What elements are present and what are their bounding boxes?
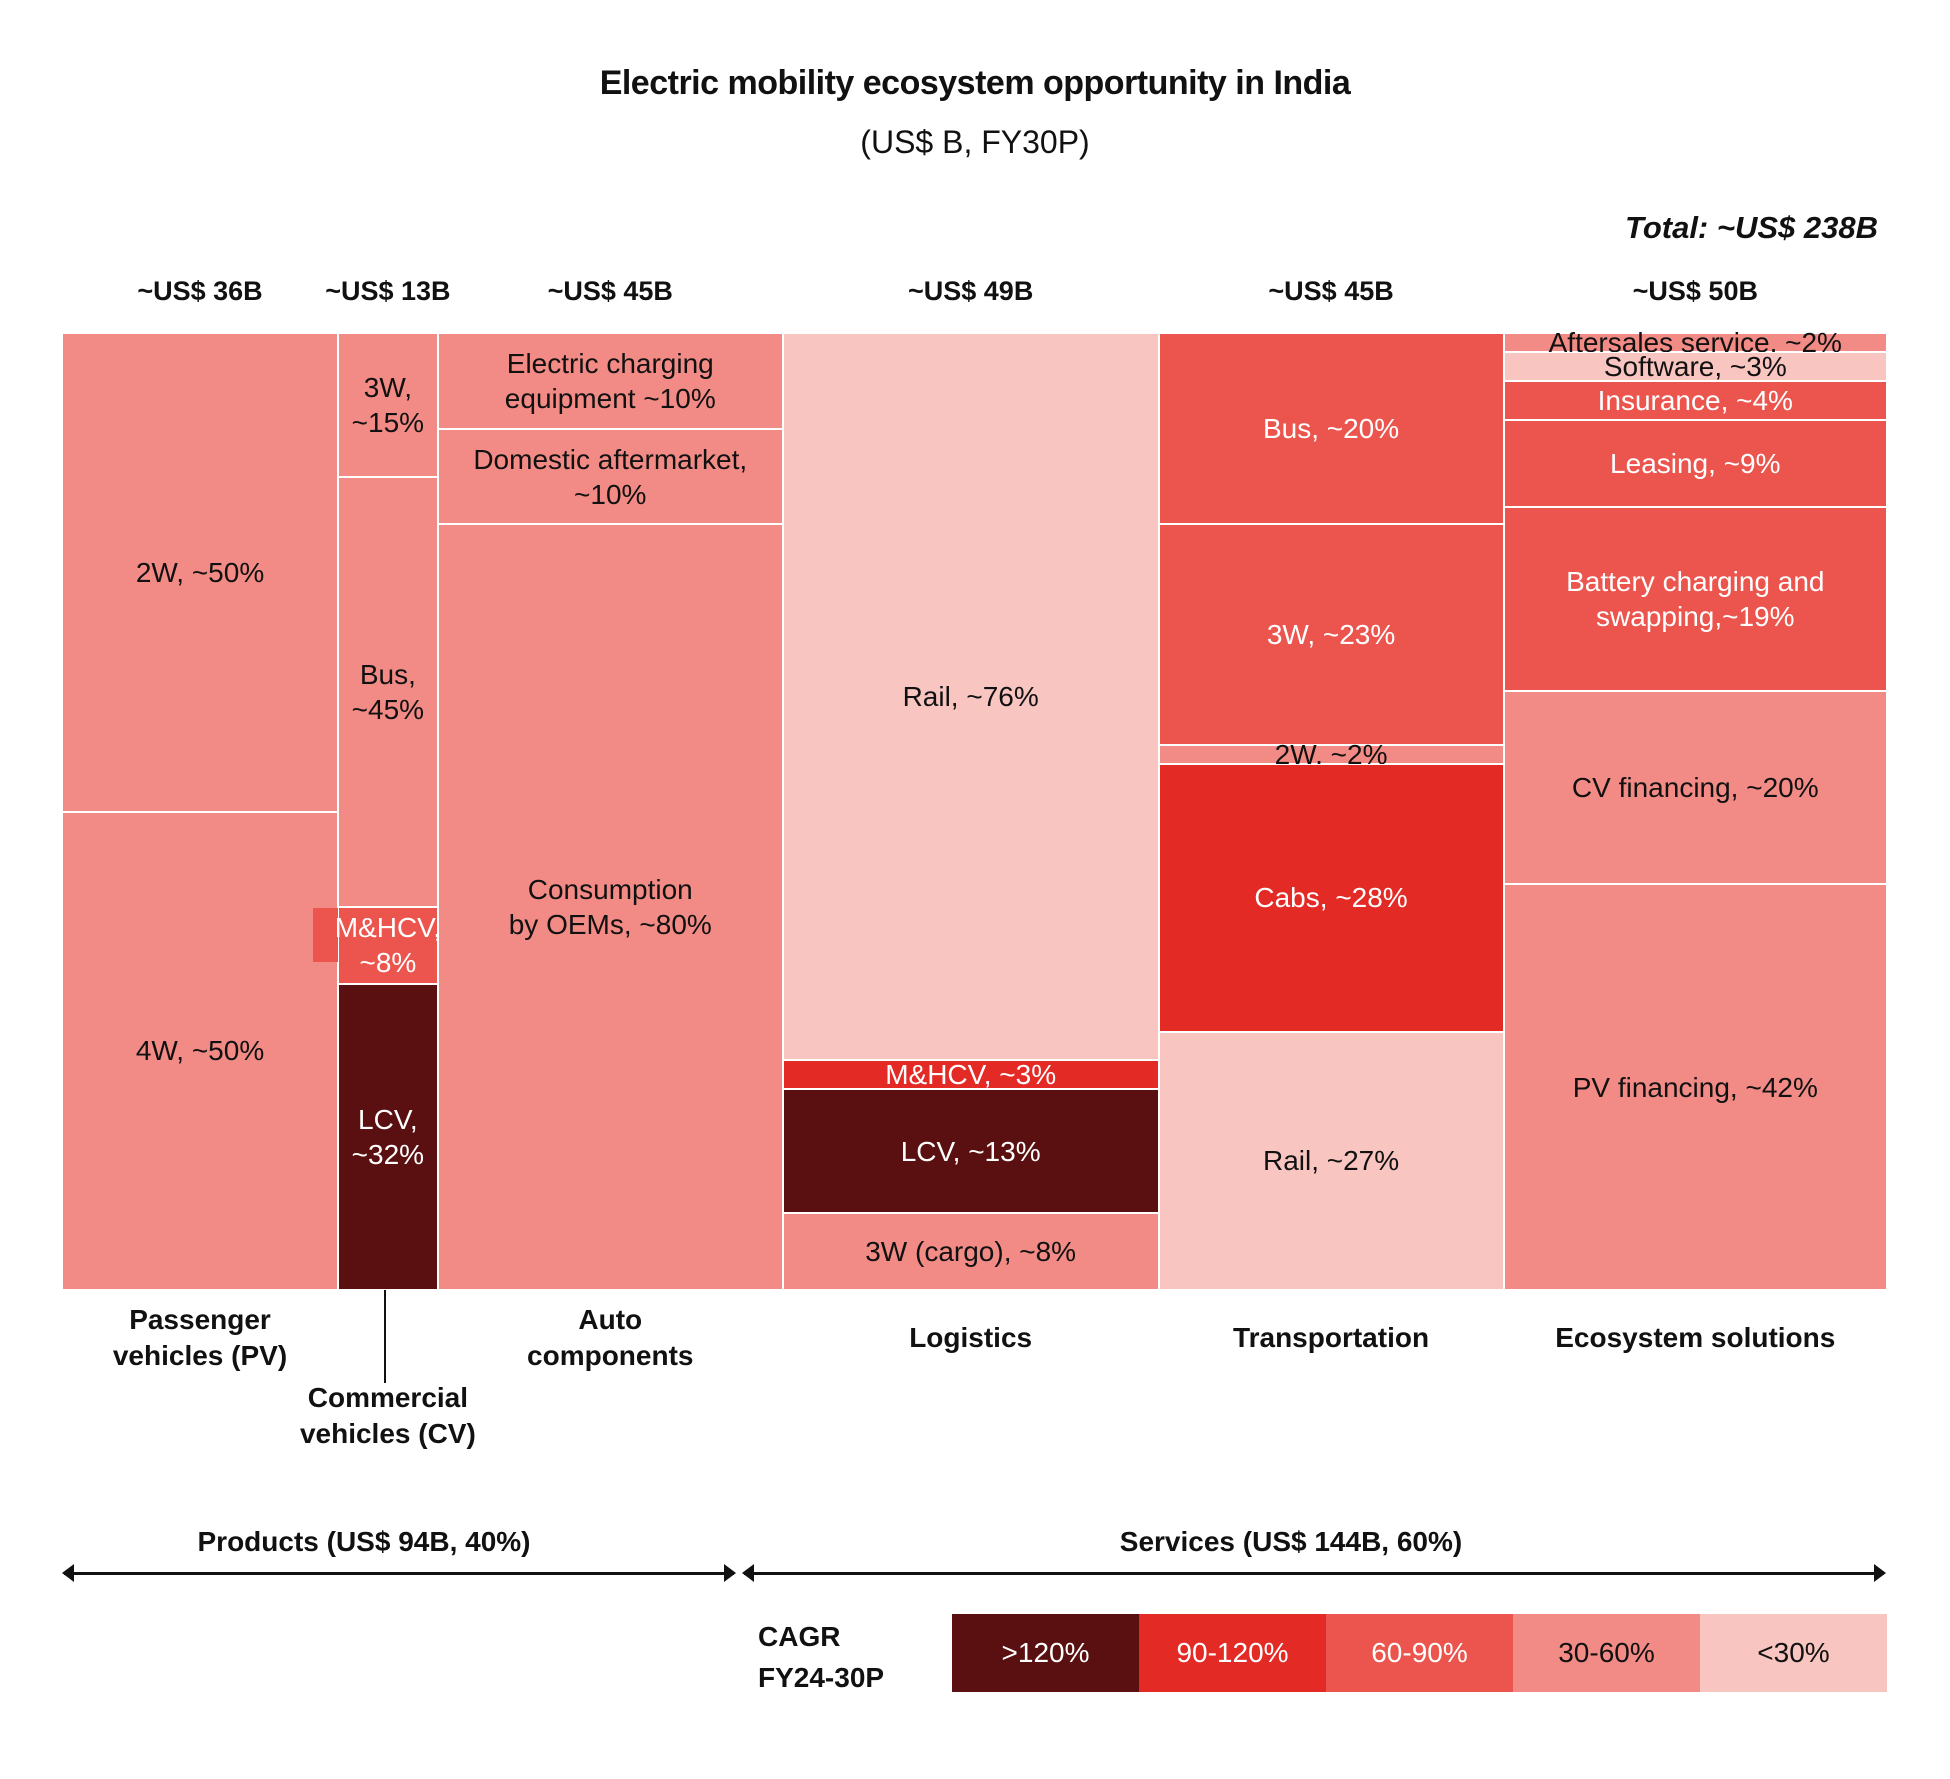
block-label: 3W, ~15%	[351, 371, 425, 438]
mekko-block: Battery charging and swapping,~19%	[1503, 507, 1887, 691]
mekko-block: LCV, ~13%	[782, 1089, 1159, 1214]
chart-subtitle: (US$ B, FY30P)	[860, 124, 1090, 160]
mekko-block: 3W (cargo), ~8%	[782, 1213, 1159, 1290]
mekko-block: Rail, ~27%	[1158, 1031, 1504, 1290]
cagr-legend: >120% 90-120% 60-90% 30-60% <30%	[952, 1614, 1887, 1692]
products-range-arrow	[62, 1564, 736, 1582]
legend-title-line-1: CAGR	[758, 1621, 841, 1652]
segment-total-label: ~US$ 45B	[1268, 276, 1394, 306]
group-label-products: Products (US$ 94B, 40%)	[197, 1526, 531, 1557]
mekko-block: 3W, ~15%	[338, 333, 438, 477]
block-label: Bus, ~20%	[1262, 413, 1400, 445]
mekko-block: CV financing, ~20%	[1503, 690, 1887, 884]
legend-item: 60-90%	[1326, 1614, 1513, 1692]
mekko-block: PV financing, ~42%	[1503, 884, 1887, 1290]
block-label: 2W, ~50%	[135, 556, 265, 588]
mekko-block: M&HCV, ~3%	[782, 1059, 1159, 1091]
mekko-block: Bus, ~20%	[1158, 333, 1504, 525]
mekko-block: 2W, ~2%	[1158, 739, 1504, 770]
segment-total-label: ~US$ 49B	[907, 276, 1034, 306]
legend-item: 90-120%	[1139, 1614, 1326, 1692]
mekko-block: 3W, ~23%	[1158, 524, 1504, 745]
block-label: LCV, ~32%	[351, 1103, 425, 1170]
segment-total-label: ~US$ 45B	[547, 276, 673, 306]
block-label: CV financing, ~20%	[1571, 771, 1819, 803]
cv-leader-line	[384, 1290, 386, 1383]
mekko-block: Leasing, ~9%	[1503, 420, 1887, 507]
segment-total-label: ~US$ 36B	[137, 276, 263, 306]
legend-item: <30%	[1700, 1614, 1887, 1692]
block-label: Rail, ~76%	[902, 681, 1039, 713]
mekko-block: 4W, ~50%	[62, 811, 339, 1290]
total-label: Total: ~US$ 238B	[1625, 210, 1878, 245]
block-label: Insurance, ~4%	[1597, 385, 1793, 417]
block-label: M&HCV, ~3%	[885, 1059, 1057, 1091]
block-label: Consumption by OEMs, ~80%	[508, 874, 712, 941]
block-label: Cabs, ~28%	[1254, 882, 1408, 914]
segment-total-label: ~US$ 50B	[1632, 276, 1758, 306]
legend-item: >120%	[952, 1614, 1139, 1692]
legend-title-line-2: FY24-30P	[758, 1661, 885, 1693]
block-label: Software, ~3%	[1603, 351, 1787, 383]
block-label: Domestic aftermarket, ~10%	[473, 443, 748, 510]
block-label: PV financing, ~42%	[1572, 1071, 1818, 1103]
mekko-block: Insurance, ~4%	[1503, 381, 1887, 420]
mekko-block: Electric charging equipment ~10%	[437, 333, 783, 429]
mekko-block-fill	[338, 907, 438, 984]
mekko-block: Cabs, ~28%	[1158, 763, 1504, 1032]
block-label: LCV, ~13%	[900, 1135, 1041, 1167]
category-label: Transportation	[1233, 1322, 1430, 1353]
mekko-block: 2W, ~50%	[62, 333, 339, 812]
block-label: Battery charging and swapping,~19%	[1566, 565, 1825, 632]
block-label: Electric charging equipment ~10%	[504, 347, 716, 414]
block-label: Rail, ~27%	[1262, 1145, 1400, 1177]
mekko-block: Software, ~3%	[1503, 351, 1887, 383]
group-label-services: Services (US$ 144B, 60%)	[1119, 1526, 1463, 1557]
legend-title: CAGR FY24-30P	[758, 1617, 884, 1698]
block-label: 3W, ~23%	[1266, 618, 1396, 650]
services-range-arrow	[742, 1564, 1886, 1582]
category-label: Logistics	[909, 1322, 1033, 1353]
mekko-block: Rail, ~76%	[782, 333, 1159, 1061]
category-label: Auto components	[527, 1304, 694, 1372]
block-label: Leasing, ~9%	[1610, 448, 1781, 479]
block-label: M&HCV, ~8%	[334, 912, 442, 979]
mekko-block: Consumption by OEMs, ~80%	[437, 524, 783, 1290]
category-label: Ecosystem solutions	[1555, 1322, 1836, 1353]
mekko-block: M&HCV, ~8%	[335, 907, 441, 984]
category-label: Passenger vehicles (PV)	[112, 1304, 288, 1372]
mekko-block: Domestic aftermarket, ~10%	[437, 428, 783, 525]
chart-title: Electric mobility ecosystem opportunity …	[599, 64, 1351, 102]
category-label: Commercial vehicles (CV)	[299, 1382, 476, 1450]
block-label: 4W, ~50%	[135, 1035, 265, 1067]
mekko-block: LCV, ~32%	[338, 983, 438, 1290]
block-label: Bus, ~45%	[351, 658, 425, 725]
mekko-block: Bus, ~45%	[338, 476, 438, 908]
legend-item: 30-60%	[1513, 1614, 1700, 1692]
segment-total-label: ~US$ 13B	[325, 276, 451, 306]
block-label: 3W (cargo), ~8%	[865, 1236, 1077, 1268]
